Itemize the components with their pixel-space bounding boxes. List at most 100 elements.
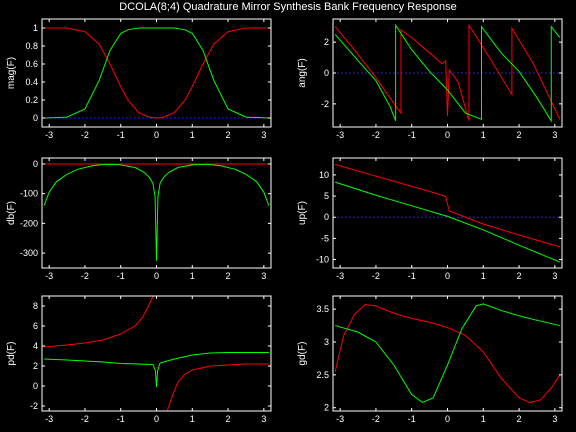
series-group [334,163,561,263]
series-green-line [43,163,270,261]
x-tick-label: -1 [408,414,416,424]
y-tick-label: 0.4 [25,77,38,87]
x-tick-label: -2 [81,271,89,281]
subplot-gd: -3 -2 -1 0 1 2 3 2 2.5 3 3.5 gd(F) [297,295,563,424]
y-tick-label: 0 [33,113,38,123]
series-group [43,163,270,261]
series-red-line [44,27,269,119]
y-tick-label: 3 [324,337,329,347]
series-green-line [334,181,561,263]
y-axis-label: mag(F) [6,57,17,89]
x-tick-label: 0 [154,130,159,140]
x-tick-label: 0 [445,271,450,281]
axes-frame [332,295,563,412]
x-tick-label: -3 [336,271,344,281]
y-tick-label: -200 [20,218,38,228]
y-tick-label: 0 [324,212,329,222]
y-tick-label: 5 [324,191,329,201]
x-tick-label: 1 [190,414,195,424]
x-tick-label: 2 [517,130,522,140]
subplot-pd: -3 -2 -1 0 1 2 3 -2 0 2 4 6 8 pd(F) [6,295,272,424]
x-tick-label: -3 [45,130,53,140]
y-tick-label: 0.8 [25,41,38,51]
x-tick-label: 2 [517,271,522,281]
y-tick-label: 0 [33,159,38,169]
x-tick-label: 3 [261,271,266,281]
y-tick-label: 0 [324,68,329,78]
y-axis-label: up(F) [297,201,308,225]
series-green-line [334,23,561,123]
x-tick-label: 2 [226,130,231,140]
y-tick-label: -300 [20,248,38,258]
y-tick-label: 0.2 [25,95,38,105]
series-group [44,296,269,411]
x-tick-label: 1 [481,130,486,140]
x-tick-label: 1 [190,130,195,140]
series-group [44,27,269,119]
y-tick-label: 10 [319,170,329,180]
series-red-line [335,163,560,248]
x-tick-label: -1 [408,271,416,281]
y-axis-label: db(F) [6,201,17,225]
axes-frame [41,18,272,128]
y-tick-label: 2.5 [316,370,329,380]
x-tick-label: 1 [190,271,195,281]
series-green-line [335,303,560,404]
y-tick-label: -2 [321,99,329,109]
subplot-ang: -3 -2 -1 0 1 2 3 -2 0 2 ang(F) [297,18,563,140]
x-tick-label: 3 [552,130,557,140]
x-tick-label: -1 [408,130,416,140]
x-tick-label: 0 [154,271,159,281]
y-tick-label: -10 [316,255,329,265]
axes-frame [332,157,563,269]
y-tick-label: 1 [33,23,38,33]
y-tick-label: 6 [33,321,38,331]
x-tick-label: -3 [45,414,53,424]
y-tick-label: 3.5 [316,304,329,314]
series-green-line [44,352,269,388]
y-axis-label: gd(F) [297,342,308,366]
x-tick-label: 0 [445,130,450,140]
subplot-mag: -3 -2 -1 0 1 2 3 0 0.2 0.4 0.6 0.8 1 mag(F) [6,18,272,140]
x-tick-label: 3 [552,414,557,424]
x-tick-label: 1 [481,271,486,281]
x-tick-label: -2 [81,414,89,424]
x-tick-label: -2 [372,414,380,424]
x-tick-label: -3 [336,414,344,424]
subplot-db: -3 -2 -1 0 1 2 3 -300 -200 -100 0 db(F) [6,157,272,281]
series-red-line [334,304,561,403]
x-tick-label: 2 [226,271,231,281]
y-tick-label: -100 [20,189,38,199]
y-tick-label: 2 [324,403,329,413]
x-tick-label: -2 [372,130,380,140]
x-tick-label: -3 [45,271,53,281]
x-tick-label: -1 [117,271,125,281]
x-tick-label: -2 [372,271,380,281]
x-tick-label: 1 [481,414,486,424]
y-tick-label: 2 [324,37,329,47]
x-tick-label: -1 [117,130,125,140]
figure-title: DCOLA(8;4) Quadrature Mirror Synthesis B… [119,1,457,13]
y-tick-label: -5 [321,233,329,243]
x-tick-label: 0 [154,414,159,424]
x-tick-label: 3 [261,414,266,424]
y-tick-label: 4 [33,341,38,351]
x-tick-label: 2 [226,414,231,424]
y-axis-label: ang(F) [297,58,308,87]
x-tick-label: 2 [517,414,522,424]
y-tick-label: 2 [33,361,38,371]
y-tick-label: 0 [33,381,38,391]
x-tick-label: 0 [445,414,450,424]
y-tick-label: -2 [30,401,38,411]
y-tick-label: 0.6 [25,59,38,69]
axes-frame [41,295,272,412]
x-tick-label: -2 [81,130,89,140]
series-group [334,303,561,404]
x-tick-label: -3 [336,130,344,140]
series-group [334,23,561,123]
x-tick-label: 3 [261,130,266,140]
x-tick-label: -1 [117,414,125,424]
y-axis-label: pd(F) [6,342,17,366]
